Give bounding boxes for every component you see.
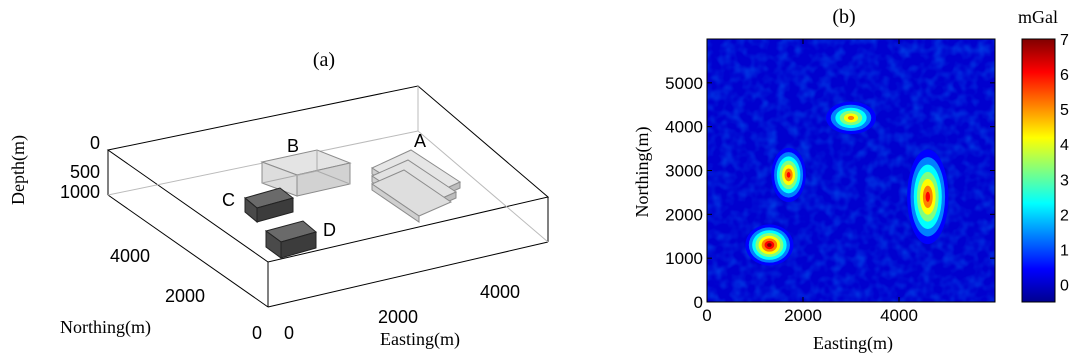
- anomaly-contour: [925, 191, 931, 202]
- colorbar-tick-label: 3: [1060, 172, 1069, 189]
- body-d-label: D: [323, 220, 336, 240]
- colorbar-tick-label: 2: [1060, 207, 1069, 224]
- y-tick-label: 4000: [665, 118, 703, 137]
- body-b: [260, 149, 352, 197]
- depth-tick-500: 500: [70, 162, 100, 182]
- northing-tick-2000: 2000: [165, 286, 205, 306]
- x-tick-label: 2000: [784, 306, 822, 325]
- colorbar-tick-label: 1: [1060, 242, 1069, 259]
- y-tick-label: 3000: [665, 162, 703, 181]
- anomaly-1: [745, 224, 794, 266]
- heatmap-x-axis-label: Easting(m): [813, 333, 893, 354]
- body-d: [264, 220, 318, 259]
- y-tick-label: 2000: [665, 205, 703, 224]
- colorbar-tick-label: 0: [1060, 277, 1069, 294]
- body-c: [243, 187, 295, 224]
- anomaly-layer: [745, 101, 949, 266]
- easting-tick-2000: 2000: [378, 307, 418, 327]
- northing-tick-0: 0: [252, 323, 262, 343]
- box-edge: [107, 194, 269, 308]
- easting-tick-4000: 4000: [480, 282, 520, 302]
- anomaly-4: [907, 149, 949, 245]
- y-tick-label: 0: [694, 293, 703, 312]
- colorbar-tick-label: 6: [1060, 67, 1069, 84]
- body-a: [370, 149, 462, 223]
- panel-a-label: (a): [313, 49, 335, 71]
- depth-tick-1000: 1000: [60, 182, 100, 202]
- heatmap-axes: 0 2000 4000 0 1000 2000 3000 4000 5000: [665, 39, 995, 325]
- body-a-label: A: [414, 131, 426, 151]
- y-tick-label: 1000: [665, 249, 703, 268]
- panel-a: (a) B: [8, 49, 550, 350]
- colorbar-label: mGal: [1018, 7, 1058, 27]
- easting-tick-0: 0: [284, 323, 294, 343]
- panel-b: (b) 0 2000 4000 0 1000 2000 3000 4000 5000 Easti…: [632, 6, 1069, 354]
- easting-axis-label: Easting(m): [380, 329, 460, 350]
- anomaly-contour: [767, 243, 772, 247]
- body-b-label: B: [287, 136, 299, 156]
- depth-axis-label: Depth(m): [8, 135, 29, 205]
- anomaly-contour: [847, 115, 855, 120]
- x-tick-label: 4000: [880, 306, 918, 325]
- anomaly-2: [771, 147, 806, 203]
- anomaly-3: [826, 101, 876, 135]
- heatmap-noise: [707, 39, 995, 302]
- colorbar: [1021, 38, 1056, 303]
- panel-b-label: (b): [832, 6, 855, 28]
- anomaly-contour: [786, 171, 791, 178]
- northing-axis-label: Northing(m): [60, 317, 151, 338]
- y-tick-label: 5000: [665, 74, 703, 93]
- northing-tick-4000: 4000: [110, 246, 150, 266]
- colorbar-ticks: 7 6 5 4 3 2 1 0: [1060, 32, 1069, 294]
- body-c-label: C: [222, 190, 235, 210]
- colorbar-tick-label: 5: [1060, 102, 1069, 119]
- depth-tick-0: 0: [90, 133, 100, 153]
- colorbar-tick-label: 4: [1060, 137, 1069, 154]
- heatmap-area: [707, 39, 995, 302]
- colorbar-tick-label: 7: [1060, 32, 1069, 49]
- heatmap-y-axis-label: Northing(m): [632, 127, 653, 218]
- x-tick-label: 0: [702, 306, 711, 325]
- box-hidden-edge: [417, 130, 549, 243]
- box-edge: [267, 241, 549, 308]
